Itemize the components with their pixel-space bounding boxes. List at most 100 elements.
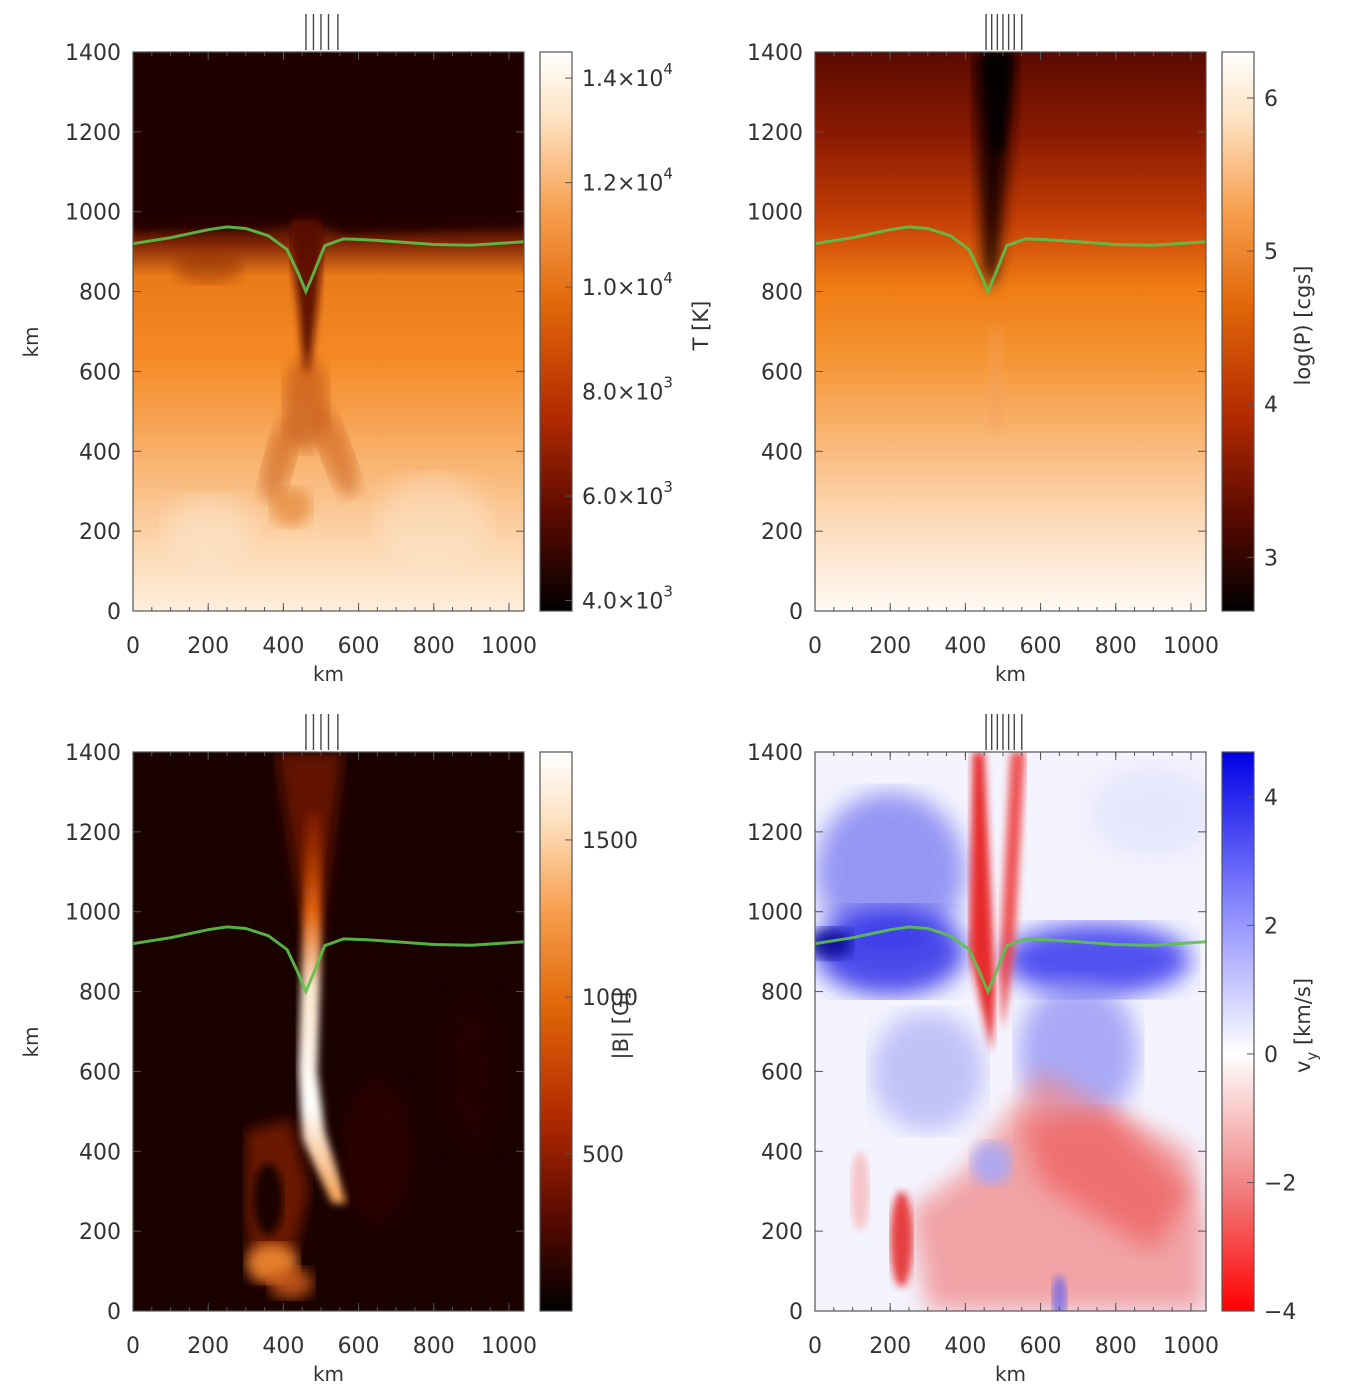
y-tick-label: 600 [79, 1060, 121, 1085]
field-feature [253, 1163, 284, 1236]
colorbar-tick-label: 500 [582, 1143, 624, 1168]
colorbar-title-subscript: y [1303, 1052, 1321, 1061]
panel-magnetic-field: 0 200 400 600 800 1000 0 200 400 600 800 1000 1200 14… [19, 714, 638, 1386]
colorbar-tick-label: 1.4×104 [582, 60, 673, 92]
colorbar-title: log(P) [cgs] [1291, 266, 1315, 386]
field-feature [1021, 1111, 1191, 1252]
y-tick-label: 800 [761, 981, 803, 1006]
field-image [815, 52, 1206, 611]
colorbar-tick-label: −4 [1264, 1300, 1296, 1325]
x-tick-label: 1000 [481, 634, 537, 659]
colorbar-gradient [1222, 52, 1254, 611]
y-tick-label: 1000 [747, 201, 803, 226]
x-tick-label: 400 [944, 1334, 986, 1359]
field-feature [850, 1151, 870, 1232]
colorbar-frame [539, 51, 573, 612]
field-feature [268, 1267, 314, 1300]
x-tick-label: 400 [262, 634, 304, 659]
y-tick-label: 800 [761, 281, 803, 306]
panel-pressure: 0 200 400 600 800 1000 0 200 400 600 800 1000 1200 14… [747, 14, 1315, 686]
y-tick-label: 0 [789, 600, 803, 625]
x-tick-label: 600 [338, 634, 380, 659]
y-tick-label: 1200 [65, 821, 121, 846]
y-tick-label: 1000 [747, 901, 803, 926]
x-tick-label: 0 [126, 634, 140, 659]
colorbar-tick-exponent: 3 [663, 478, 673, 496]
y-tick-label: 400 [79, 1140, 121, 1165]
field-feature [133, 52, 524, 234]
field-feature [1051, 1275, 1067, 1311]
field-background [815, 52, 1206, 611]
colorbar-tick-label: 2 [1264, 914, 1278, 939]
field-feature [982, 52, 1013, 152]
y-tick-label: 1400 [65, 741, 121, 766]
colorbar-frame [1221, 51, 1255, 612]
plot-frame [814, 751, 1207, 1312]
x-tick-label: 0 [808, 634, 822, 659]
x-tick-label: 800 [413, 634, 455, 659]
y-axis-title: km [19, 326, 43, 357]
field-feature [987, 323, 1003, 436]
x-tick-label: 400 [944, 634, 986, 659]
colorbar-gradient [540, 752, 572, 1311]
field-feature [890, 1191, 913, 1288]
y-tick-label: 1400 [747, 41, 803, 66]
y-tick-label: 1200 [65, 121, 121, 146]
panel-temperature: 0 200 400 600 800 1000 0 200 400 600 800 1000 1200 14… [19, 14, 713, 686]
y-tick-label: 400 [761, 1140, 803, 1165]
y-tick-label: 400 [761, 440, 803, 465]
y-tick-label: 200 [79, 520, 121, 545]
y-tick-label: 1000 [65, 201, 121, 226]
y-tick-label: 1400 [65, 41, 121, 66]
field-feature [871, 1011, 985, 1132]
colorbar-tick-label: 3 [1264, 546, 1278, 571]
colorbar-title-unit: [km/s] [1291, 978, 1315, 1052]
y-tick-label: 0 [789, 1300, 803, 1325]
field-feature [377, 475, 491, 572]
plot-frame [814, 51, 1207, 612]
colorbar-tick-label: −2 [1264, 1171, 1296, 1196]
y-tick-label: 1200 [747, 821, 803, 846]
colorbar-title: T [K] [689, 301, 713, 352]
colorbar-tick-exponent: 4 [663, 165, 673, 183]
colorbar-tick-exponent: 3 [663, 374, 673, 392]
x-tick-label: 0 [126, 1334, 140, 1359]
field-feature [261, 416, 299, 502]
field-feature [343, 1079, 412, 1224]
y-tick-label: 0 [107, 1300, 121, 1325]
y-tick-label: 600 [761, 360, 803, 385]
field-image [815, 752, 1206, 1311]
x-tick-label: 800 [1095, 1334, 1137, 1359]
y-tick-label: 200 [79, 1220, 121, 1245]
field-feature [270, 487, 312, 528]
colorbar-gradient [1222, 752, 1254, 1311]
colorbar-tick-label: 4 [1264, 786, 1278, 811]
x-axis-title: km [313, 662, 344, 686]
x-tick-label: 200 [869, 1334, 911, 1359]
colorbar-tick-exponent: 4 [663, 269, 673, 287]
contour-line [815, 925, 1206, 996]
x-tick-label: 800 [413, 1334, 455, 1359]
x-tick-label: 1000 [1163, 1334, 1219, 1359]
colorbar-gradient [540, 52, 572, 611]
y-tick-label: 800 [79, 981, 121, 1006]
x-tick-label: 600 [1020, 1334, 1062, 1359]
field-feature [969, 752, 996, 1052]
colorbar-tick-label: 6 [1264, 87, 1278, 112]
field-feature [999, 752, 1026, 1032]
field-image [133, 752, 524, 1311]
x-tick-label: 200 [187, 1334, 229, 1359]
colorbar-tick-label: 4 [1264, 393, 1278, 418]
field-feature [815, 791, 966, 952]
colorbar-tick-exponent: 3 [663, 583, 673, 601]
colorbar: 500 1000 1500 |B| [G] [539, 751, 638, 1312]
x-axis-title: km [995, 662, 1026, 686]
field-feature [971, 1141, 1013, 1186]
colorbar: −4 −2 0 2 4 vy [km/s] [1221, 751, 1321, 1325]
contour-line [133, 225, 524, 296]
x-tick-label: 1000 [1163, 634, 1219, 659]
field-image [133, 52, 524, 611]
contour-line [133, 925, 524, 996]
x-tick-label: 600 [338, 1334, 380, 1359]
